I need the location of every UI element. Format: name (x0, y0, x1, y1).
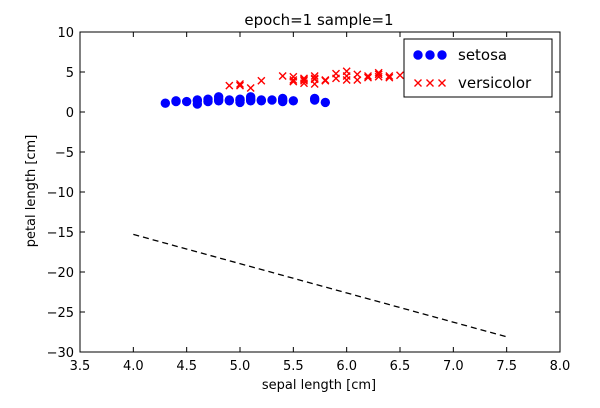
legend-marker-versicolor (438, 79, 446, 87)
y-tick-label: −15 (47, 226, 74, 241)
x-tick-label: 6.5 (390, 359, 411, 374)
versicolor-point (342, 67, 351, 76)
versicolor-point (374, 70, 383, 79)
versicolor-point (310, 72, 319, 80)
legend-marker-setosa (425, 50, 435, 60)
setosa-point (224, 95, 235, 105)
setosa-point (309, 93, 320, 104)
versicolor-point (300, 74, 308, 83)
versicolor-point (364, 73, 372, 82)
decision-boundary-line (133, 233, 507, 338)
chart-title: epoch=1 sample=1 (244, 11, 393, 29)
x-tick-label: 4.0 (123, 359, 144, 374)
y-tick-label: 5 (66, 66, 74, 81)
y-tick-label: −10 (47, 186, 74, 201)
versicolor-point (246, 84, 255, 92)
versicolor-point (289, 72, 298, 81)
setosa-point (203, 94, 213, 104)
setosa-point (181, 96, 192, 107)
versicolor-point (396, 71, 404, 80)
versicolor-point (289, 76, 298, 84)
x-tick-label: 3.5 (70, 359, 91, 374)
data-points (160, 67, 404, 109)
versicolor-point (321, 76, 330, 84)
legend-label-setosa: setosa (458, 46, 507, 64)
legend-marker-setosa (413, 50, 423, 60)
versicolor-point (353, 70, 362, 79)
axis-ticks: 3.5 4.0 4.5 5.0 5.5 6.0 6.5 7.0 7.5 8.0 10 5 0 −5 −10 −… (47, 26, 571, 374)
setosa-point (245, 92, 256, 102)
x-tick-label: 7.0 (443, 359, 464, 374)
legend-marker-versicolor (426, 79, 434, 87)
x-tick-label: 5.0 (230, 359, 251, 374)
setosa-point (192, 95, 203, 105)
setosa-point (160, 98, 171, 108)
versicolor-point (236, 81, 244, 90)
legend-marker-versicolor (414, 79, 422, 87)
legend-box (403, 38, 553, 98)
x-tick-label: 6.0 (336, 359, 357, 374)
x-tick-label: 8.0 (550, 359, 571, 374)
x-tick-label: 5.5 (283, 359, 304, 374)
versicolor-point (257, 76, 266, 85)
plot-frame (79, 31, 561, 353)
x-axis-label: sepal length [cm] (262, 378, 376, 393)
legend: setosa versicolor (403, 38, 553, 98)
versicolor-point (385, 72, 394, 80)
y-axis-label: petal length [cm] (24, 135, 39, 248)
versicolor-point (332, 69, 340, 78)
y-tick-label: −20 (47, 266, 74, 281)
y-tick-label: −30 (47, 346, 74, 361)
decision-lines (133, 233, 507, 338)
y-tick-label: −5 (55, 146, 74, 161)
versicolor-point (364, 72, 372, 80)
setosa-point (213, 92, 224, 102)
y-tick-label: 0 (66, 106, 74, 121)
setosa-point (171, 96, 181, 106)
setosa-point (277, 93, 288, 104)
versicolor-point (236, 80, 244, 88)
legend-label-versicolor: versicolor (458, 74, 532, 92)
setosa-point (320, 97, 331, 108)
setosa-point (235, 94, 245, 104)
versicolor-point (385, 73, 394, 82)
setosa-point (288, 96, 299, 106)
versicolor-point (300, 76, 308, 85)
versicolor-point (225, 81, 234, 90)
legend-marker-setosa (437, 50, 447, 60)
y-tick-label: 10 (57, 26, 74, 41)
versicolor-point (310, 74, 319, 83)
x-tick-label: 4.5 (176, 359, 197, 374)
x-tick-label: 7.5 (496, 359, 517, 374)
setosa-point (256, 95, 267, 105)
versicolor-point (278, 72, 287, 80)
y-tick-label: −25 (47, 306, 74, 321)
versicolor-point (374, 68, 383, 77)
setosa-point (267, 95, 277, 105)
